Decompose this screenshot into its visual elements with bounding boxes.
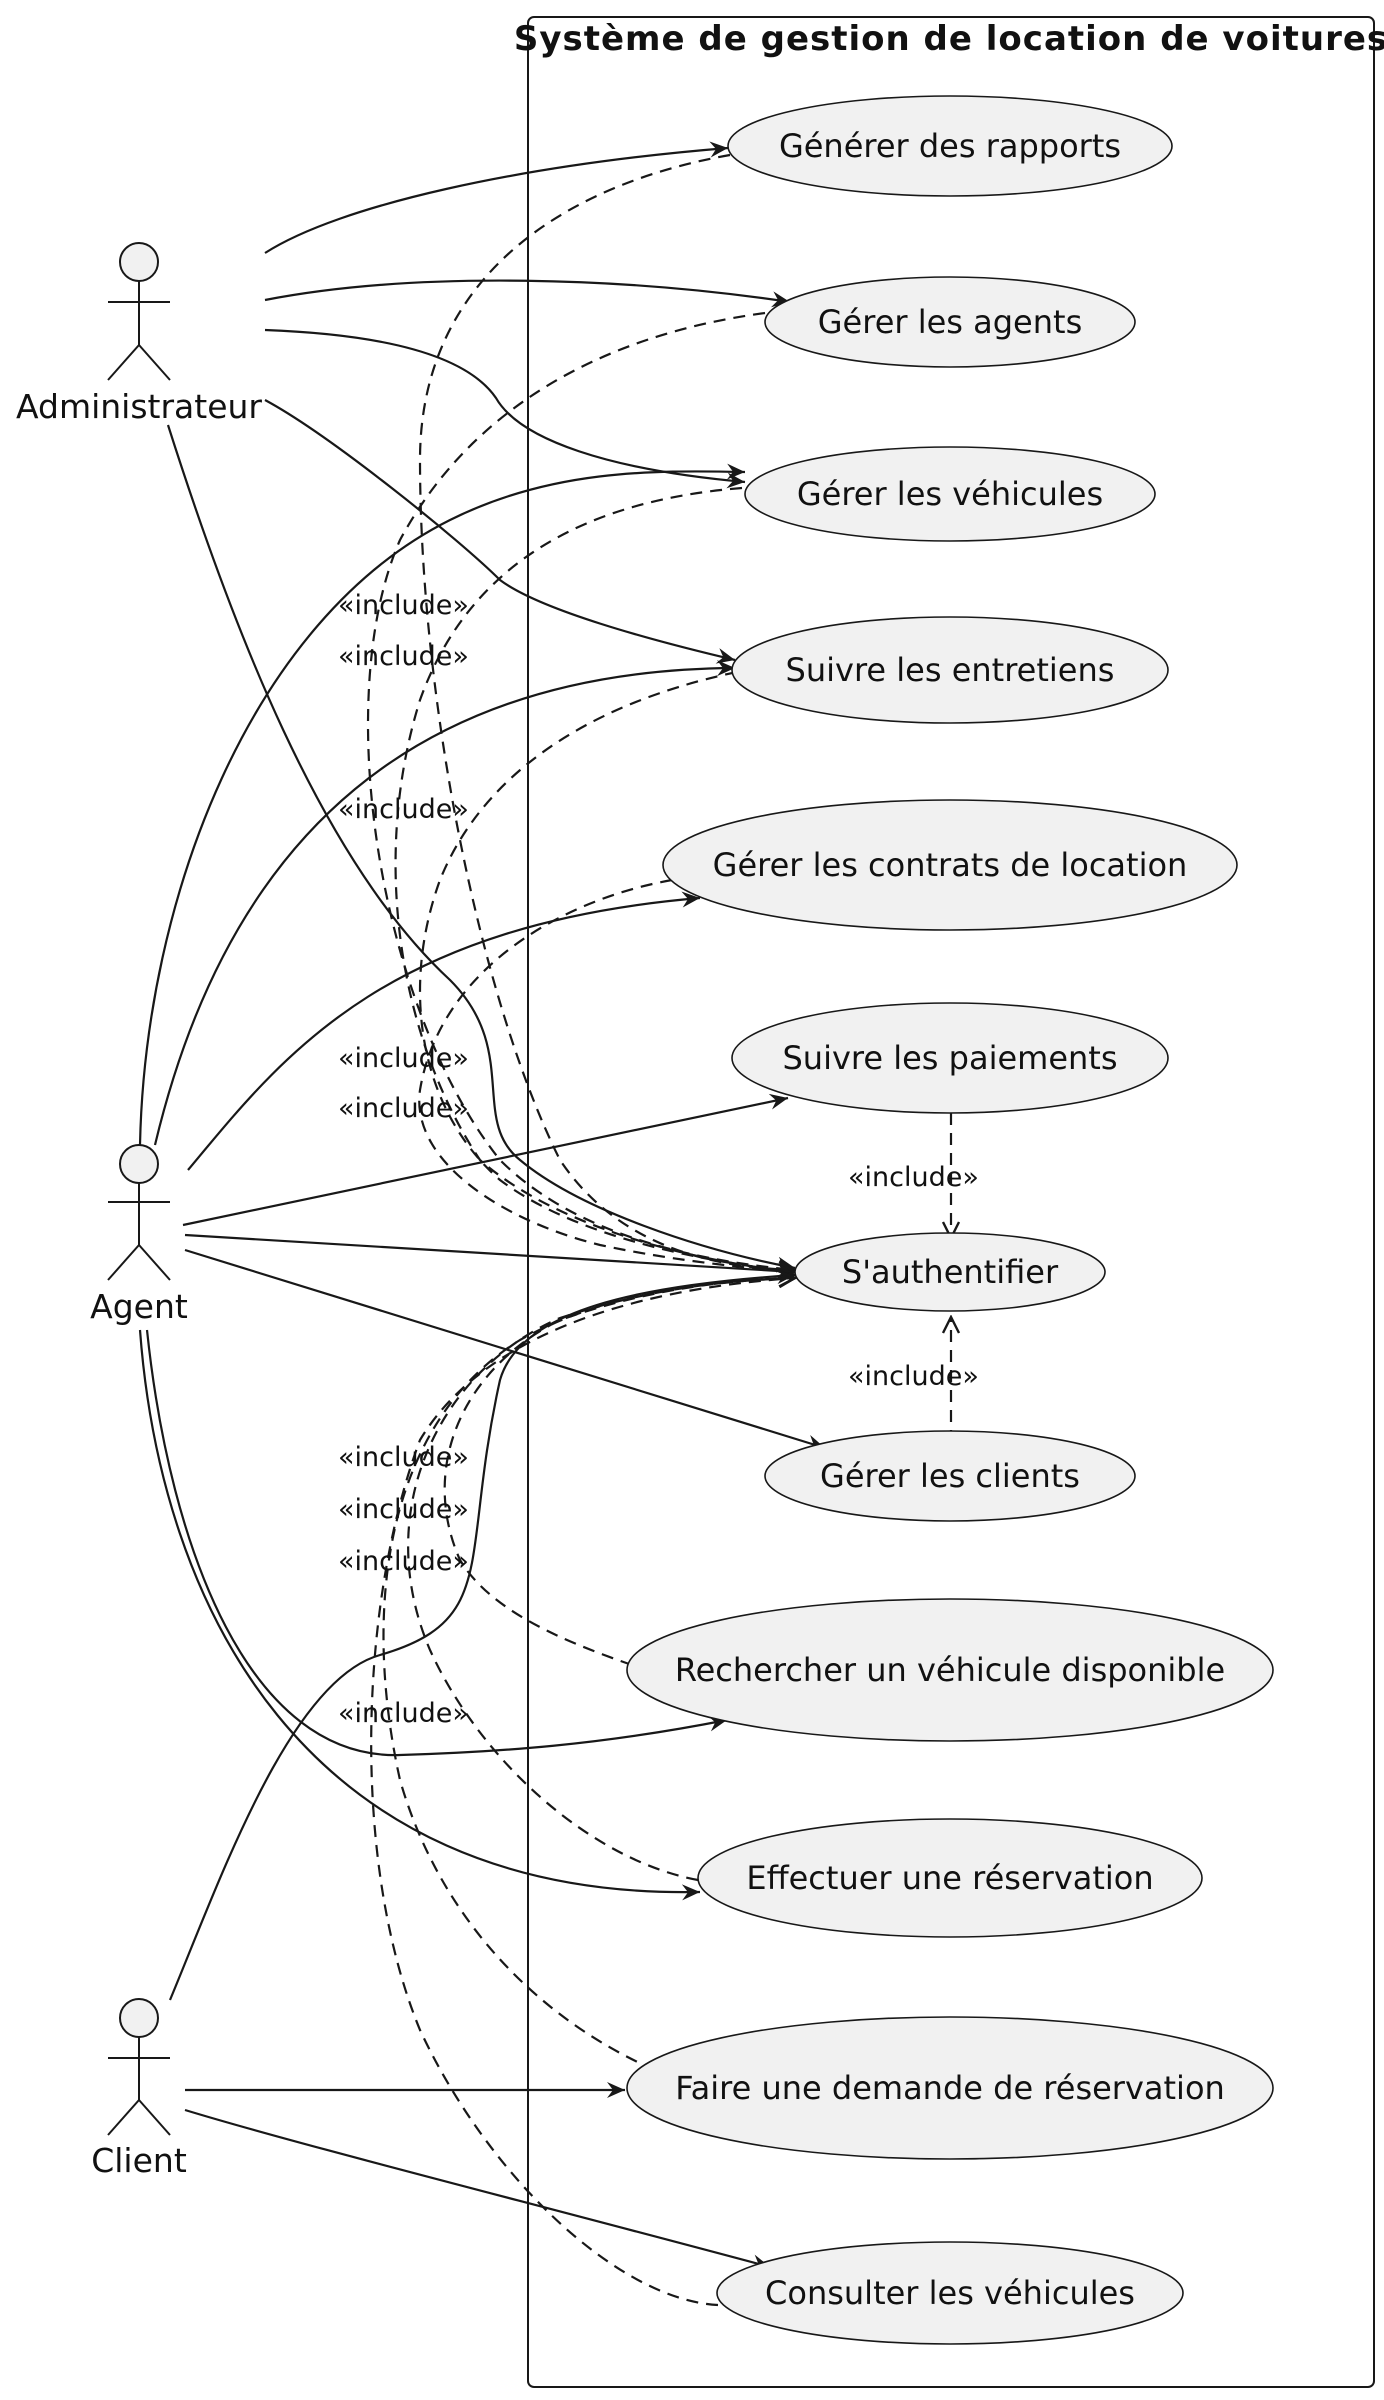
actor-label: Administrateur: [16, 387, 262, 426]
svg-text:Suivre les entretiens: Suivre les entretiens: [786, 651, 1115, 689]
actor-administrateur: Administrateur: [16, 242, 262, 426]
stick-figure-icon: [107, 242, 171, 381]
assoc-admin-rapports: [264, 141, 729, 254]
association-lines: [138, 141, 826, 2271]
include-entretiens: [418, 670, 795, 1272]
svg-text:Effectuer une réservation: Effectuer une réservation: [746, 1859, 1153, 1897]
svg-text:S'authentifier: S'authentifier: [842, 1253, 1059, 1291]
include-label: «include»: [338, 1043, 469, 1074]
actor-client: Client: [91, 1998, 187, 2180]
include-consulter: [370, 1278, 795, 2307]
include-rapports: [418, 153, 795, 1270]
include-lines: [366, 153, 951, 2307]
include-label: «include»: [338, 1698, 469, 1729]
assoc-admin-vehicules: [264, 328, 746, 489]
stick-figure-icon: [107, 1998, 171, 2136]
include-label: «include»: [338, 1093, 469, 1124]
system-title: Système de gestion de location de voitur…: [514, 19, 1384, 59]
include-label: «include»: [338, 1494, 469, 1525]
include-label: «include»: [338, 590, 469, 621]
include-label: «include»: [338, 641, 469, 672]
use-cases: Générer des rapports Gérer les agents Gé…: [626, 95, 1274, 2345]
system-boundary: [527, 16, 1375, 2388]
use-case-effectuer-reservation: Effectuer une réservation: [697, 1818, 1203, 1938]
assoc-agent-contrats: [187, 891, 701, 1171]
stick-figure-icon: [107, 1144, 171, 1281]
use-case-authentifier: S'authentifier: [794, 1232, 1106, 1312]
assoc-agent-authentifier: [184, 1233, 796, 1279]
svg-text:Faire une demande de réservati: Faire une demande de réservation: [675, 2069, 1225, 2107]
assoc-admin-entretiens: [264, 399, 736, 664]
include-label: «include»: [338, 1442, 469, 1473]
svg-text:Rechercher un véhicule disponi: Rechercher un véhicule disponible: [675, 1651, 1225, 1689]
use-case-gerer-vehicules: Gérer les véhicules: [744, 446, 1156, 542]
svg-text:Gérer les contrats de location: Gérer les contrats de location: [713, 846, 1188, 884]
include-labels: «include» «include» «include» «include» …: [338, 590, 979, 1729]
assoc-agent-paiements: [182, 1093, 789, 1227]
actor-agent: Agent: [90, 1144, 188, 1326]
include-rechercher: [443, 1278, 795, 1667]
svg-text:Suivre les paiements: Suivre les paiements: [782, 1039, 1117, 1077]
assoc-agent-vehicules: [138, 463, 746, 1146]
include-reservation: [407, 1278, 795, 1882]
actor-label: Agent: [90, 1287, 188, 1326]
include-label: «include»: [338, 1546, 469, 1577]
include-contrats: [418, 878, 795, 1272]
assoc-admin-agents: [264, 279, 791, 308]
include-agents: [366, 311, 795, 1270]
use-case-gerer-clients: Gérer les clients: [764, 1430, 1136, 1522]
use-case-suivre-paiements: Suivre les paiements: [731, 1002, 1169, 1114]
actor-label: Client: [91, 2141, 187, 2180]
svg-text:Gérer les agents: Gérer les agents: [818, 303, 1082, 341]
assoc-agent-entretiens: [153, 660, 736, 1146]
use-case-suivre-entretiens: Suivre les entretiens: [731, 616, 1169, 724]
use-case-gerer-contrats: Gérer les contrats de location: [662, 799, 1238, 931]
use-case-demande-reservation: Faire une demande de réservation: [626, 2016, 1274, 2160]
use-case-consulter-vehicules: Consulter les véhicules: [716, 2241, 1184, 2345]
include-label: «include»: [848, 1162, 979, 1193]
include-label: «include»: [338, 794, 469, 825]
svg-text:Consulter les véhicules: Consulter les véhicules: [765, 2274, 1135, 2312]
assoc-client-consulter: [184, 2108, 771, 2271]
use-case-gerer-agents: Gérer les agents: [764, 276, 1136, 368]
svg-text:Générer des rapports: Générer des rapports: [779, 127, 1121, 165]
include-vehicules: [394, 486, 795, 1272]
use-case-generer-rapports: Générer des rapports: [727, 95, 1173, 197]
svg-text:Gérer les véhicules: Gérer les véhicules: [797, 475, 1103, 513]
assoc-agent-reservation: [138, 1329, 701, 1901]
include-label: «include»: [848, 1361, 979, 1392]
assoc-admin-authentifier: [166, 424, 796, 1273]
use-case-rechercher-vehicule: Rechercher un véhicule disponible: [626, 1598, 1274, 1742]
assoc-client-authentifier: [168, 1268, 796, 2001]
assoc-agent-rechercher: [145, 1329, 728, 1757]
svg-text:Gérer les clients: Gérer les clients: [820, 1457, 1080, 1495]
